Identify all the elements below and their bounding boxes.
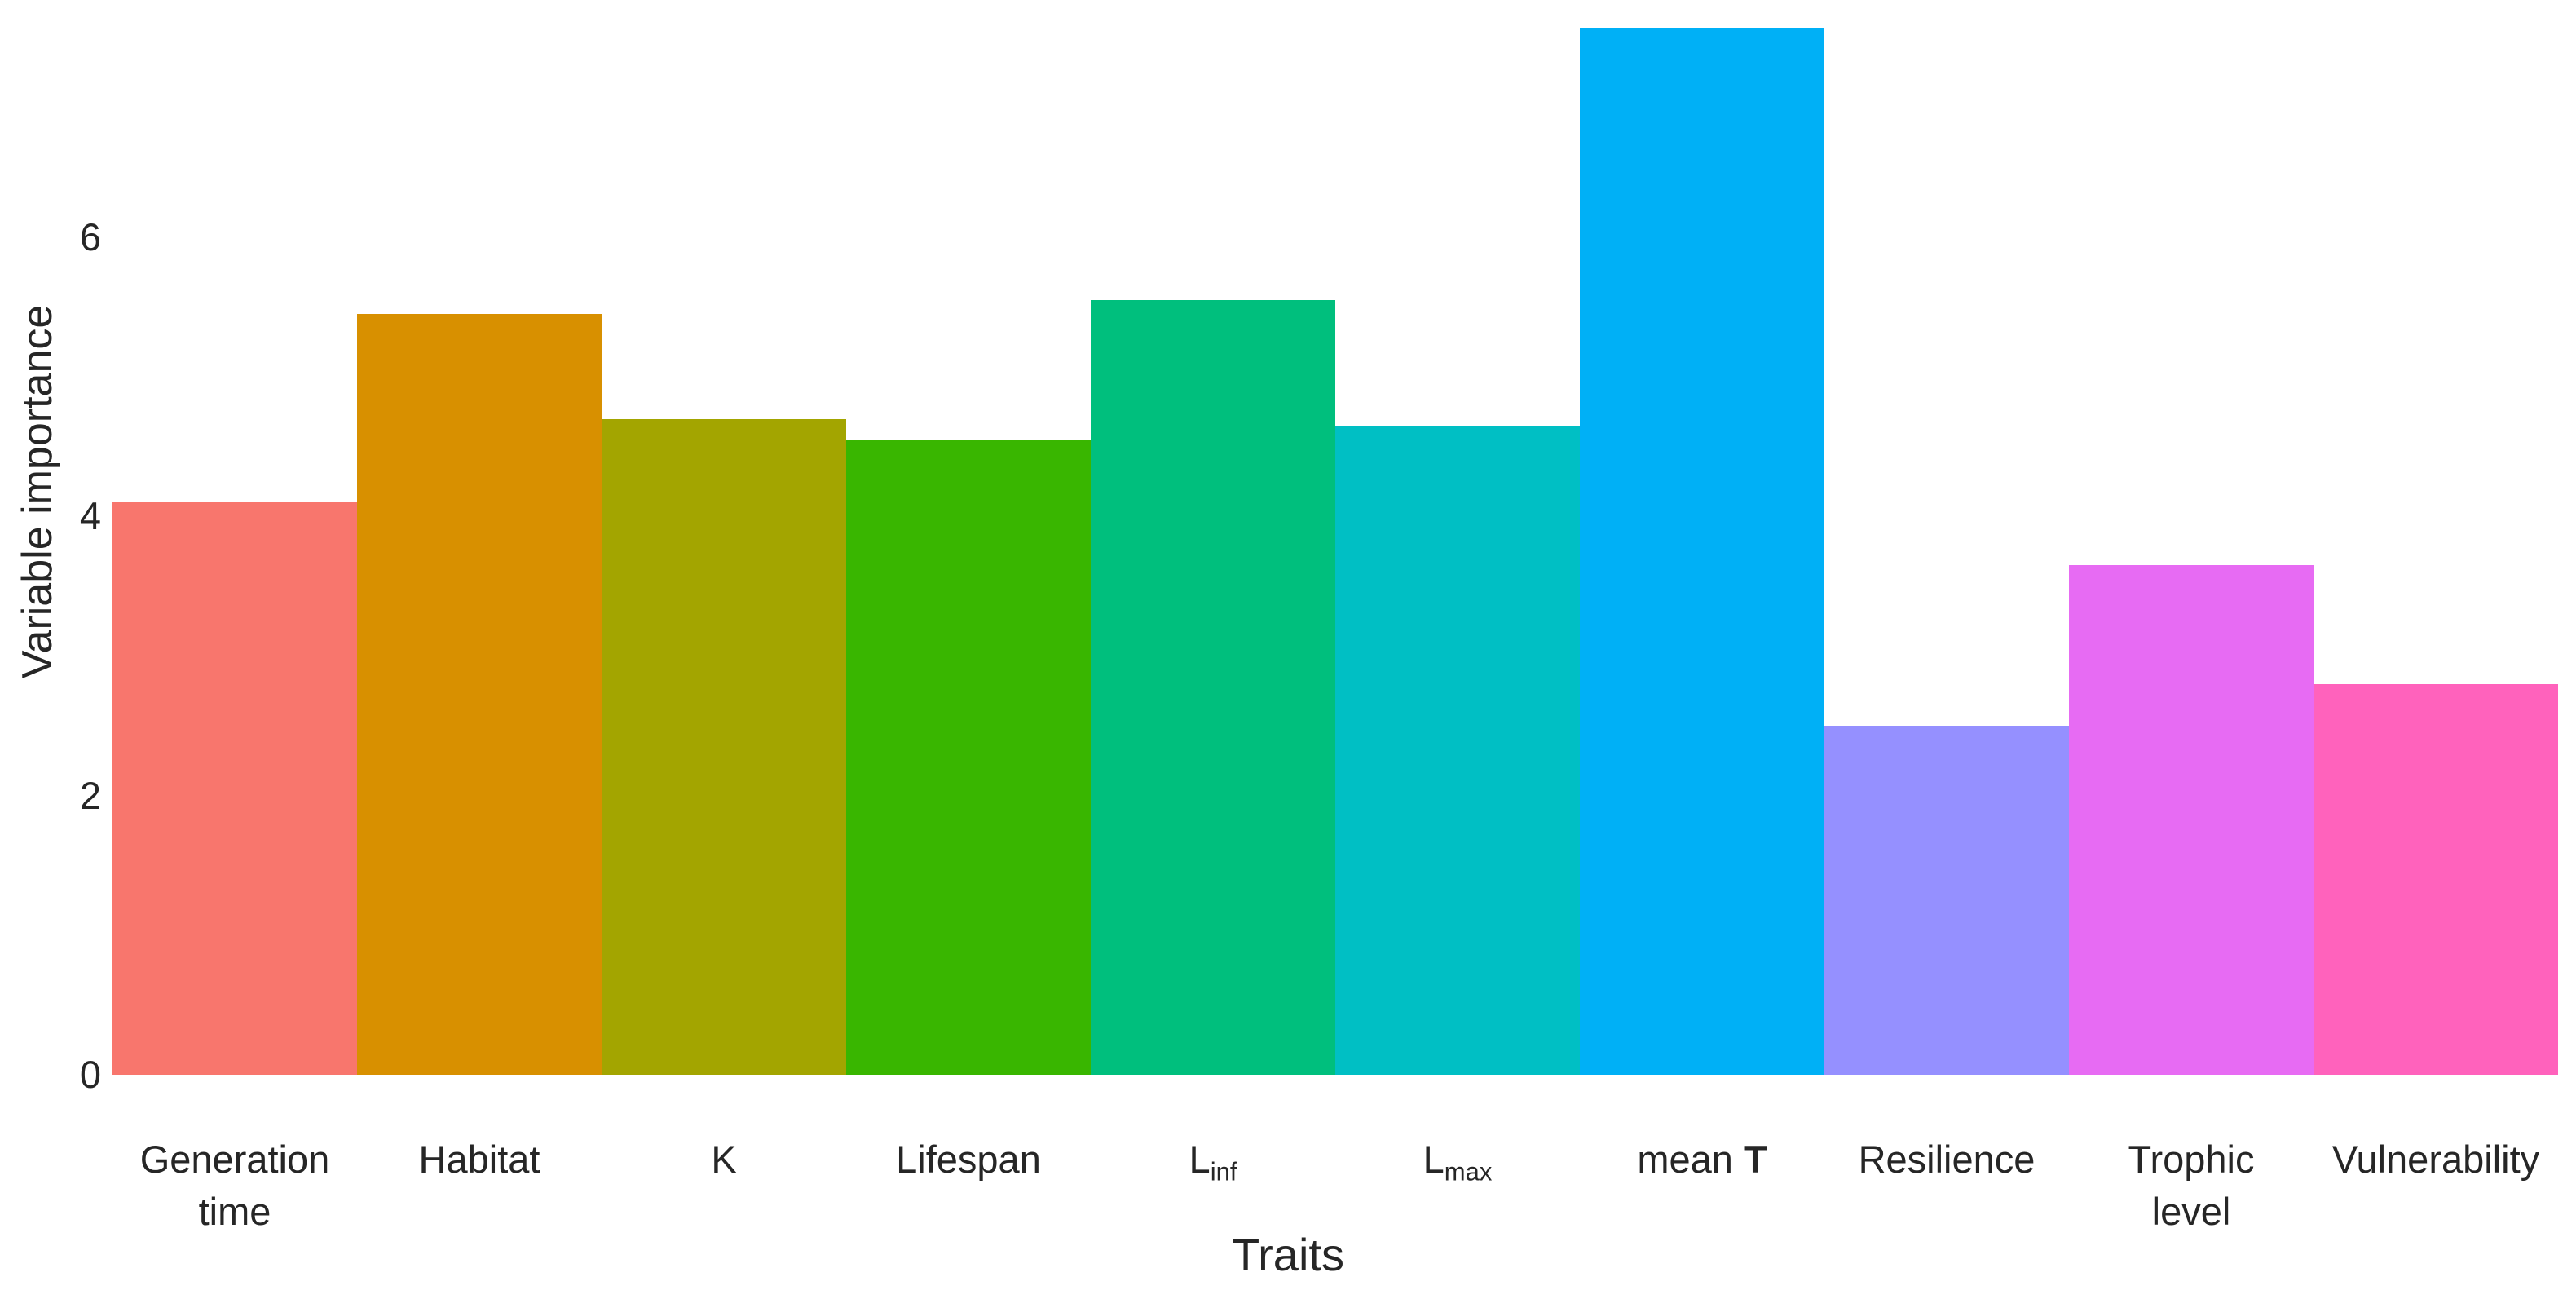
bar-l-max (1335, 426, 1580, 1075)
x-label-mean-t: mean T (1637, 1138, 1767, 1181)
x-label-k: K (711, 1138, 737, 1181)
bar-resilience (1824, 726, 2069, 1075)
bar-trophic-level (2069, 565, 2314, 1075)
x-label-lifespan: Lifespan (896, 1138, 1041, 1181)
y-axis: 0 2 4 6 (0, 0, 106, 1096)
bar-lifespan (846, 440, 1091, 1075)
plot-area (112, 0, 2558, 1075)
bar-mean-t (1580, 28, 1824, 1075)
x-axis-labels: Generation time Habitat K Lifespan Linf Lmax me… (112, 1133, 2558, 1248)
bar-habitat (357, 314, 602, 1075)
x-axis-title: Traits (1232, 1229, 1344, 1280)
y-tick-label-6: 6 (79, 214, 101, 258)
y-tick-label-4: 4 (79, 494, 101, 538)
x-label-trophic-level: Trophic level (2128, 1138, 2255, 1233)
x-label-l-max: Lmax (1423, 1138, 1493, 1186)
x-label-habitat: Habitat (418, 1138, 540, 1181)
x-label-vulnerability: Vulnerability (2331, 1138, 2540, 1181)
y-tick-label-0: 0 (79, 1053, 101, 1096)
x-label-generation-time: Generation time (139, 1138, 330, 1233)
x-label-resilience: Resilience (1858, 1138, 2036, 1181)
bar-l-inf (1091, 300, 1335, 1075)
x-label-l-inf: Linf (1189, 1138, 1237, 1186)
bar-k (602, 418, 846, 1075)
y-tick-label-2: 2 (79, 773, 101, 817)
bar-vulnerability (2314, 683, 2558, 1075)
bar-generation-time (112, 502, 357, 1075)
